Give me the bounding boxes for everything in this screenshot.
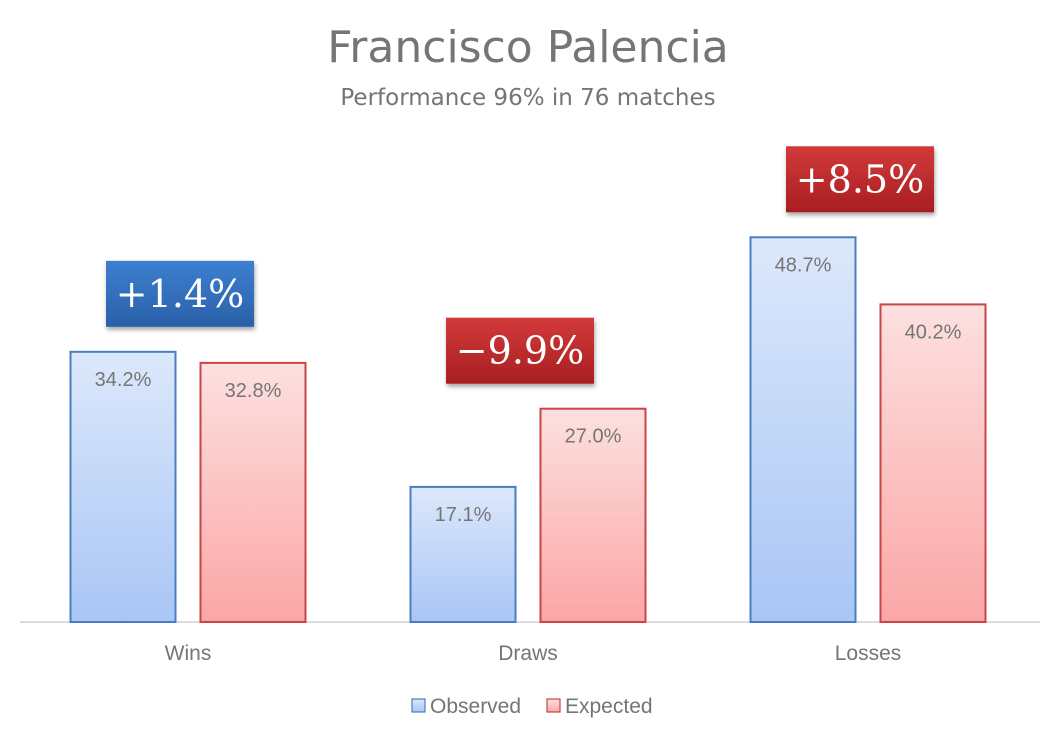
legend-swatch-expected <box>546 698 561 713</box>
bar-expected-wins <box>199 361 307 623</box>
chart-title: Francisco Palencia <box>327 22 729 73</box>
legend: Observed Expected <box>411 695 653 718</box>
difference-badges: +1.4% −9.9% +8.5% <box>106 146 934 384</box>
data-label-observed-wins: 34.2% <box>95 369 152 391</box>
legend-label-expected: Expected <box>565 695 653 718</box>
bar-expected-draws <box>539 407 647 624</box>
bars-group: 34.2% 32.8% 17.1% 27.0% 48.7% 40.2% <box>69 236 987 624</box>
difference-label-losses: +8.5% <box>796 157 924 201</box>
bar-observed-wins <box>69 350 177 623</box>
x-tick-draws: Draws <box>498 642 558 665</box>
difference-label-draws: −9.9% <box>456 329 584 373</box>
x-tick-wins: Wins <box>165 642 212 665</box>
x-tick-losses: Losses <box>835 642 902 665</box>
bar-observed-losses <box>749 236 857 624</box>
data-label-expected-draws: 27.0% <box>565 426 622 448</box>
data-label-expected-wins: 32.8% <box>225 380 282 402</box>
difference-label-wins: +1.4% <box>116 272 244 316</box>
legend-label-observed: Observed <box>430 695 521 718</box>
x-tick-labels: Wins Draws Losses <box>165 642 902 665</box>
data-label-observed-draws: 17.1% <box>435 504 492 526</box>
difference-badge-losses <box>786 146 934 213</box>
chart-subtitle: Performance 96% in 76 matches <box>340 85 715 111</box>
bar-observed-draws <box>409 485 517 623</box>
difference-badge-draws <box>446 317 594 384</box>
data-label-observed-losses: 48.7% <box>775 254 832 276</box>
difference-badge-wins <box>106 260 254 327</box>
bar-expected-losses <box>879 303 987 623</box>
legend-swatch-observed <box>411 698 426 713</box>
data-label-expected-losses: 40.2% <box>905 321 962 343</box>
